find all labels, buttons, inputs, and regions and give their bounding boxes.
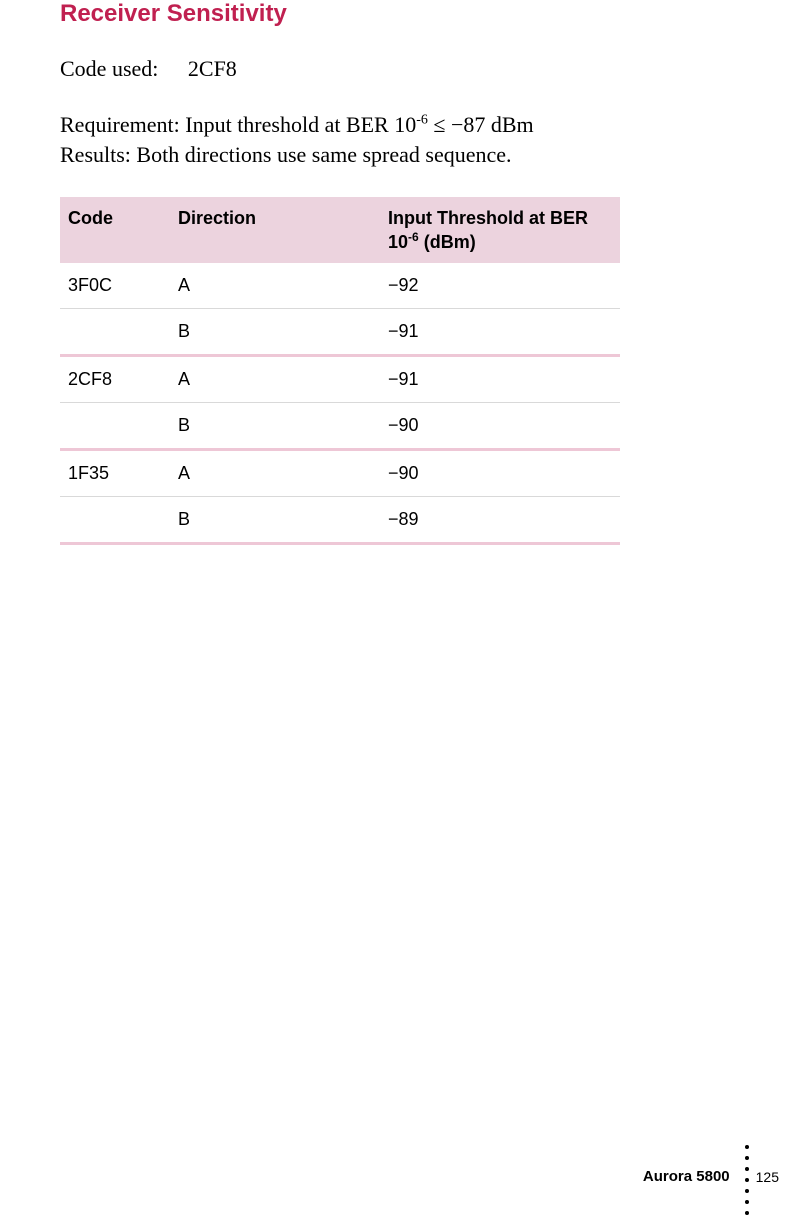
requirement-text-after: ≤ −87 dBm [428, 112, 534, 137]
cell-direction: B [170, 497, 380, 544]
cell-direction: B [170, 309, 380, 356]
results-text: Both directions use same spread sequence… [136, 142, 511, 167]
requirement-line: Requirement: Input threshold at BER 10-6… [60, 110, 735, 140]
cell-direction: A [170, 356, 380, 403]
cell-value: −89 [380, 497, 620, 544]
footer-product: Aurora 5800 [643, 1168, 730, 1185]
th-threshold-sup: -6 [408, 230, 419, 244]
cell-value: −92 [380, 263, 620, 309]
cell-value: −90 [380, 450, 620, 497]
code-used-label: Code used: [60, 56, 158, 82]
results-label: Results: [60, 142, 131, 167]
section-title: Receiver Sensitivity [60, 0, 735, 28]
table-row: B −91 [60, 309, 620, 356]
table-row: 2CF8 A −91 [60, 356, 620, 403]
cell-code: 1F35 [60, 450, 170, 497]
cell-value: −90 [380, 403, 620, 450]
cell-code [60, 403, 170, 450]
th-direction: Direction [170, 197, 380, 263]
cell-direction: B [170, 403, 380, 450]
page-footer: Aurora 5800 125 [643, 1168, 779, 1185]
cell-direction: A [170, 450, 380, 497]
sensitivity-table: Code Direction Input Threshold at BER 10… [60, 197, 620, 545]
th-threshold: Input Threshold at BER 10-6 (dBm) [380, 197, 620, 263]
requirement-text-before: Input threshold at BER 10 [185, 112, 416, 137]
table-row: 1F35 A −90 [60, 450, 620, 497]
requirement-block: Requirement: Input threshold at BER 10-6… [60, 110, 735, 169]
cell-code: 2CF8 [60, 356, 170, 403]
th-code: Code [60, 197, 170, 263]
table-header-row: Code Direction Input Threshold at BER 10… [60, 197, 620, 263]
cell-value: −91 [380, 309, 620, 356]
cell-code [60, 309, 170, 356]
requirement-label: Requirement: [60, 112, 180, 137]
results-line: Results: Both directions use same spread… [60, 140, 735, 170]
cell-direction: A [170, 263, 380, 309]
cell-code [60, 497, 170, 544]
th-threshold-after: (dBm) [419, 232, 476, 252]
cell-value: −91 [380, 356, 620, 403]
table-row: B −89 [60, 497, 620, 544]
code-used-value: 2CF8 [188, 56, 237, 82]
table-row: B −90 [60, 403, 620, 450]
table-row: 3F0C A −92 [60, 263, 620, 309]
cell-code: 3F0C [60, 263, 170, 309]
code-used-line: Code used: 2CF8 [60, 56, 735, 82]
requirement-sup: -6 [416, 113, 428, 128]
footer-page-number: 125 [756, 1169, 779, 1185]
